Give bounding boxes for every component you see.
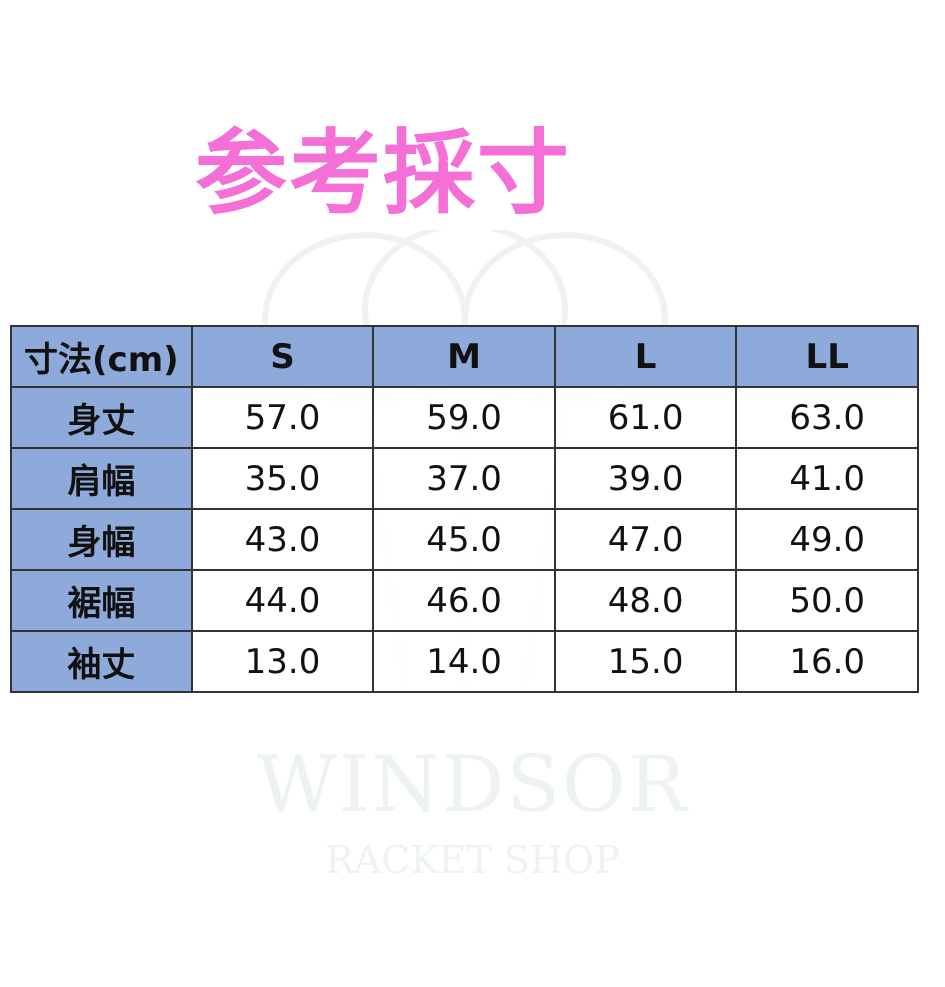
table-row: 身幅 43.0 45.0 47.0 49.0 bbox=[10, 508, 919, 571]
table-row: 身丈 57.0 59.0 61.0 63.0 bbox=[10, 386, 919, 449]
header-cell: 寸法(cm) bbox=[10, 325, 193, 388]
table-row: 袖丈 13.0 14.0 15.0 16.0 bbox=[10, 630, 919, 693]
header-cell: LL bbox=[735, 325, 919, 388]
value-cell: 43.0 bbox=[190, 508, 375, 571]
value-cell: 14.0 bbox=[372, 630, 556, 693]
header-cell: S bbox=[190, 325, 375, 388]
value-cell: 50.0 bbox=[735, 569, 919, 632]
value-cell: 57.0 bbox=[190, 386, 375, 449]
value-cell: 47.0 bbox=[553, 508, 738, 571]
table-row: 肩幅 35.0 37.0 39.0 41.0 bbox=[10, 447, 919, 510]
value-cell: 13.0 bbox=[190, 630, 375, 693]
value-cell: 39.0 bbox=[553, 447, 738, 510]
value-cell: 16.0 bbox=[735, 630, 919, 693]
value-cell: 44.0 bbox=[190, 569, 375, 632]
value-cell: 63.0 bbox=[735, 386, 919, 449]
page-title: 参考採寸 bbox=[195, 120, 572, 227]
value-cell: 37.0 bbox=[372, 447, 556, 510]
value-cell: 61.0 bbox=[553, 386, 738, 449]
value-cell: 45.0 bbox=[372, 508, 556, 571]
table-header-row: 寸法(cm) S M L LL bbox=[10, 325, 919, 388]
row-label: 肩幅 bbox=[10, 447, 193, 510]
value-cell: 41.0 bbox=[735, 447, 919, 510]
value-cell: 59.0 bbox=[372, 386, 556, 449]
table-row: 裾幅 44.0 46.0 48.0 50.0 bbox=[10, 569, 919, 632]
watermark-windsor: WINDSOR bbox=[256, 740, 689, 830]
row-label: 袖丈 bbox=[10, 630, 193, 693]
row-label: 身丈 bbox=[10, 386, 193, 449]
header-cell: L bbox=[553, 325, 738, 388]
row-label: 裾幅 bbox=[10, 569, 193, 632]
value-cell: 48.0 bbox=[553, 569, 738, 632]
value-cell: 35.0 bbox=[190, 447, 375, 510]
watermark-racket-shop: RACKET SHOP bbox=[325, 838, 620, 882]
value-cell: 46.0 bbox=[372, 569, 556, 632]
row-label: 身幅 bbox=[10, 508, 193, 571]
value-cell: 15.0 bbox=[553, 630, 738, 693]
size-table: 寸法(cm) S M L LL 身丈 57.0 59.0 61.0 63.0 肩幅 35.0… bbox=[10, 325, 919, 693]
value-cell: 49.0 bbox=[735, 508, 919, 571]
header-cell: M bbox=[372, 325, 556, 388]
